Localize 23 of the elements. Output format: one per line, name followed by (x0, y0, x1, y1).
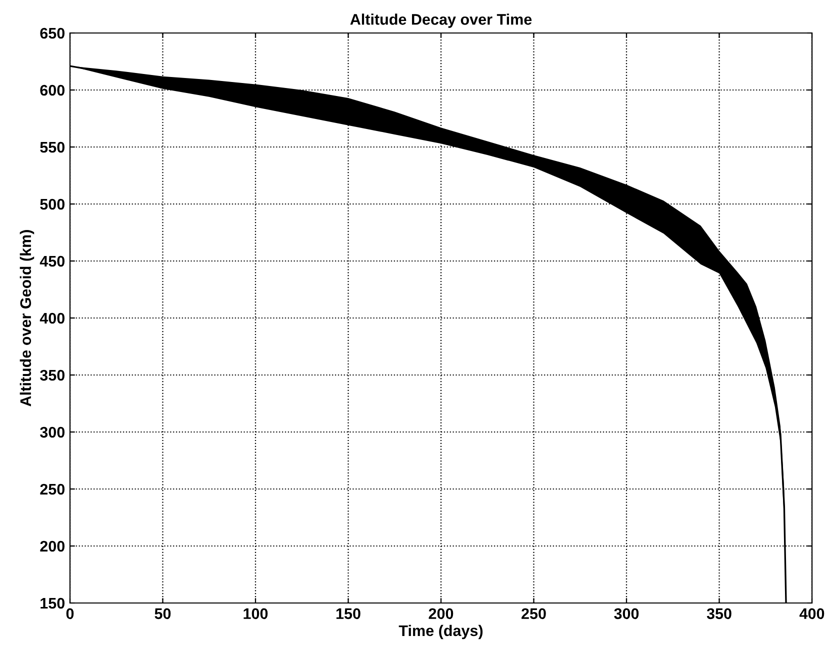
x-tick-label: 250 (522, 608, 546, 620)
x-tick-label: 0 (66, 608, 74, 620)
y-tick-label: 650 (40, 28, 65, 39)
x-tick-label: 100 (244, 608, 268, 620)
y-tick-label: 550 (40, 142, 65, 153)
chart-title: Altitude Decay over Time (350, 14, 532, 28)
y-tick-label: 200 (40, 540, 65, 552)
x-tick-label: 150 (336, 608, 360, 620)
y-axis-title: Altitude over Geoid (km) (20, 230, 34, 406)
x-tick-label: 200 (428, 608, 454, 620)
y-tick-label: 600 (40, 84, 65, 96)
x-tick-label: 400 (799, 608, 824, 620)
x-tick-label: 50 (154, 608, 171, 620)
y-tick-label: 500 (40, 198, 65, 210)
x-tick-label: 350 (706, 608, 732, 620)
y-tick-label: 450 (40, 256, 65, 267)
x-axis-title: Time (days) (398, 624, 483, 640)
y-tick-label: 150 (40, 598, 65, 609)
x-tick-label: 300 (614, 608, 639, 620)
y-tick-label: 250 (40, 484, 65, 495)
y-tick-label: 400 (40, 312, 65, 324)
y-tick-label: 300 (40, 426, 65, 438)
y-tick-label: 350 (40, 370, 65, 381)
